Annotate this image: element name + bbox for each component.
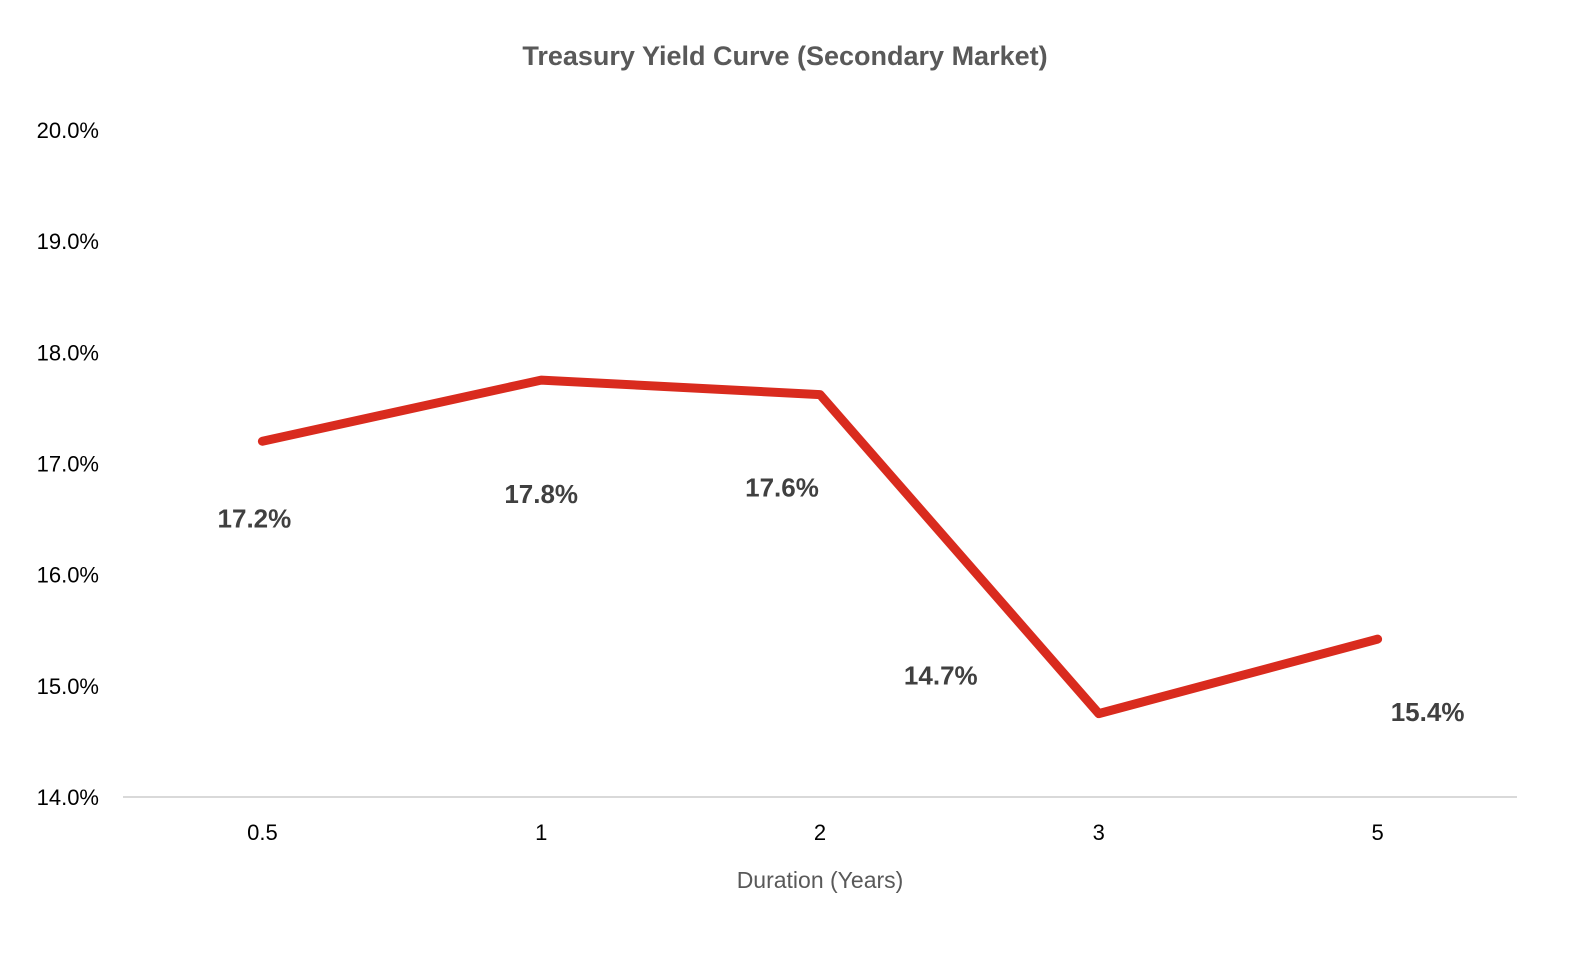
x-tick-label: 5 — [1371, 820, 1383, 845]
x-tick-label: 3 — [1093, 820, 1105, 845]
data-label: 17.6% — [745, 473, 819, 503]
y-tick-label: 14.0% — [37, 785, 99, 810]
x-tick-label: 0.5 — [247, 820, 278, 845]
y-tick-label: 17.0% — [37, 452, 99, 477]
data-label: 17.8% — [504, 479, 578, 509]
data-label: 17.2% — [218, 503, 292, 533]
chart-title: Treasury Yield Curve (Secondary Market) — [522, 41, 1047, 71]
y-tick-label: 20.0% — [37, 118, 99, 143]
y-tick-label: 16.0% — [37, 563, 99, 588]
y-axis-ticks: 14.0% 15.0% 16.0% 17.0% 18.0% 19.0% 20.0% — [37, 118, 99, 810]
x-axis-label: Duration (Years) — [737, 867, 904, 893]
y-tick-label: 15.0% — [37, 674, 99, 699]
data-label: 14.7% — [904, 661, 978, 691]
data-label: 15.4% — [1391, 697, 1465, 727]
y-tick-label: 18.0% — [37, 340, 99, 365]
x-axis-ticks: 0.5 1 2 3 5 — [247, 820, 1384, 845]
x-tick-label: 1 — [535, 820, 547, 845]
data-labels: 17.2% 17.8% 17.6% 14.7% 15.4% — [218, 473, 1465, 728]
y-tick-label: 19.0% — [37, 229, 99, 254]
series-layer — [257, 375, 1383, 719]
x-tick-label: 2 — [814, 820, 826, 845]
series-line — [257, 375, 1383, 719]
